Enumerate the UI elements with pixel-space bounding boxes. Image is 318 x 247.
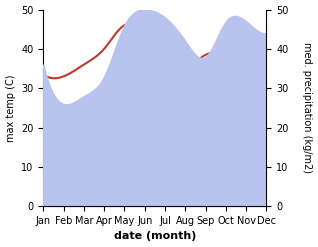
Y-axis label: max temp (C): max temp (C) (5, 74, 16, 142)
X-axis label: date (month): date (month) (114, 231, 196, 242)
Y-axis label: med. precipitation (kg/m2): med. precipitation (kg/m2) (302, 42, 313, 173)
